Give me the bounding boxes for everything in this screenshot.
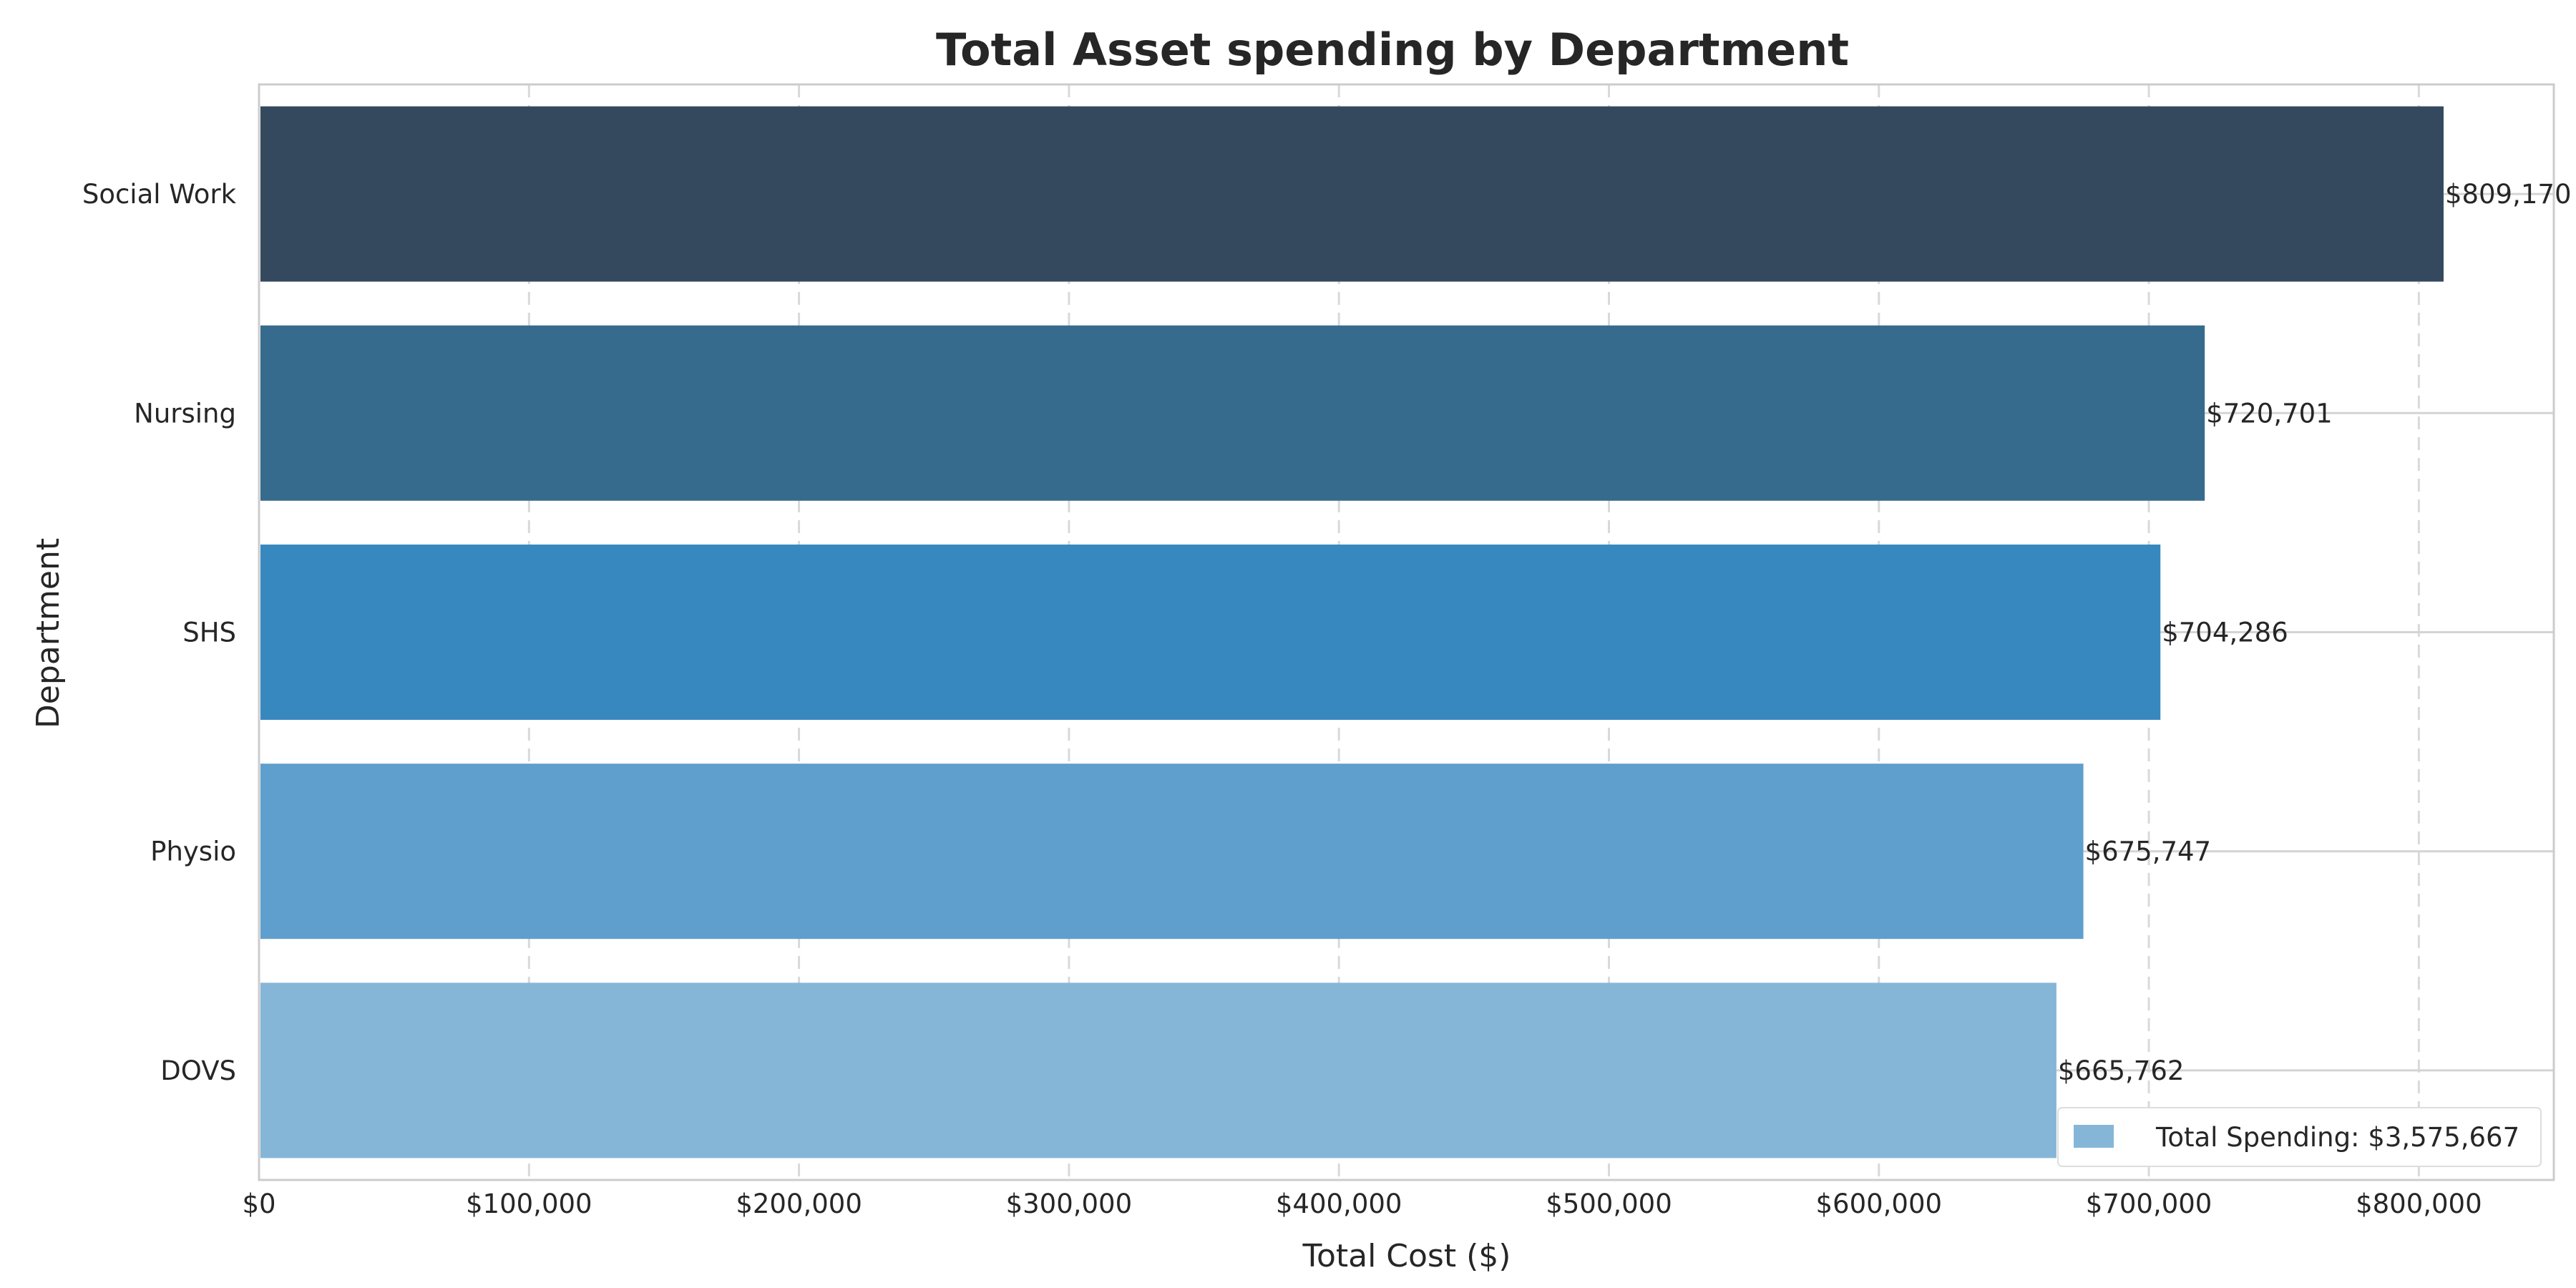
x-tick-label: $800,000 xyxy=(2356,1189,2482,1219)
x-tick-label: $600,000 xyxy=(1815,1189,1942,1219)
bar xyxy=(260,763,2084,940)
bar xyxy=(260,982,2057,1158)
y-tick-label: Physio xyxy=(150,836,236,867)
bar xyxy=(260,545,2161,720)
x-tick-label: $0 xyxy=(242,1189,275,1219)
bar-value-label: $665,762 xyxy=(2058,1055,2185,1086)
y-tick-label: DOVS xyxy=(160,1055,236,1086)
x-tick-label: $100,000 xyxy=(466,1189,592,1219)
legend-swatch xyxy=(2074,1125,2114,1148)
bar-value-label: $809,170 xyxy=(2445,179,2572,210)
y-tick-label: SHS xyxy=(182,618,236,648)
y-tick-label: Social Work xyxy=(82,179,237,210)
x-tick-label: $300,000 xyxy=(1006,1189,1133,1219)
y-axis-ticks: Social Work Nursing SHS Physio DOVS xyxy=(82,179,237,1086)
bar-value-label: $720,701 xyxy=(2206,398,2333,429)
chart-title: Total Asset spending by Department xyxy=(936,24,1849,76)
bar xyxy=(260,106,2444,282)
legend-label: Total Spending: $3,575,667 xyxy=(2155,1122,2519,1153)
x-tick-label: $500,000 xyxy=(1546,1189,1672,1219)
x-axis-label: Total Cost ($) xyxy=(1302,1238,1511,1274)
x-axis-ticks: $0 $100,000 $200,000 $300,000 $400,000 $500,0… xyxy=(242,1189,2482,1219)
legend: Total Spending: $3,575,667 xyxy=(2057,1107,2542,1167)
y-axis-label: Department xyxy=(30,538,67,728)
legend-box xyxy=(2057,1107,2542,1167)
x-tick-label: $200,000 xyxy=(736,1189,862,1219)
bar-value-label: $704,286 xyxy=(2162,618,2288,648)
bars xyxy=(260,106,2444,1158)
bar xyxy=(260,325,2205,501)
plot-frame xyxy=(258,83,2555,1181)
y-tick-label: Nursing xyxy=(134,398,236,429)
data-labels: $809,170 $720,701 $704,286 $675,747 $665,762 xyxy=(2058,179,2572,1086)
plot-area: $809,170 $720,701 $704,286 $675,747 $665,762 xyxy=(258,83,2572,1181)
x-tick-label: $700,000 xyxy=(2086,1189,2212,1219)
x-tick-label: $400,000 xyxy=(1276,1189,1402,1219)
bar-value-label: $675,747 xyxy=(2085,836,2212,867)
